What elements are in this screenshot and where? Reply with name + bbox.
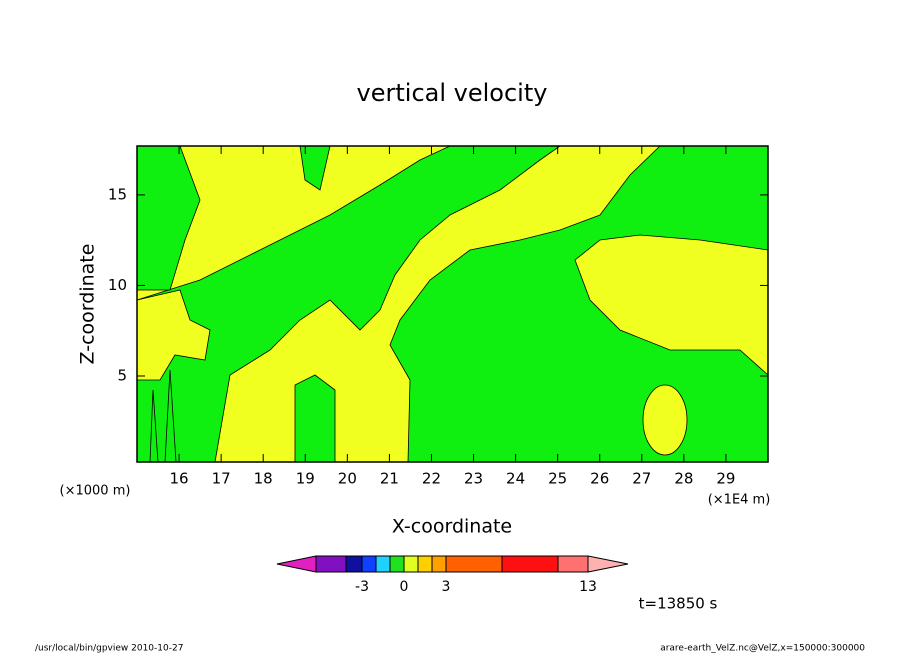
x-axis-label: X-coordinate xyxy=(392,516,512,538)
x-tick-label: 21 xyxy=(380,470,399,488)
x-tick-label: 23 xyxy=(464,470,483,488)
x-unit: (×1E4 m) xyxy=(708,493,771,508)
x-tick-label: 20 xyxy=(338,470,357,488)
colorbar-segment xyxy=(375,555,391,573)
y-tick-label: 15 xyxy=(108,185,127,203)
colorbar-tick-label: 13 xyxy=(579,579,597,595)
y-axis-label: Z-coordinate xyxy=(77,244,99,365)
colorbar-segment xyxy=(315,555,347,573)
colorbar-segment xyxy=(587,555,629,573)
time-label: t=13850 s xyxy=(639,595,718,613)
footer-right: arare-earth_VelZ.nc@VelZ,x=150000:300000 xyxy=(660,644,865,654)
colorbar-segment xyxy=(431,555,447,573)
x-tick-label: 29 xyxy=(716,470,735,488)
x-tick-label: 16 xyxy=(170,470,189,488)
colorbar-segment xyxy=(501,555,559,573)
colorbar-segment xyxy=(417,555,433,573)
chart-title: vertical velocity xyxy=(357,79,548,107)
x-tick-label: 22 xyxy=(422,470,441,488)
x-tick-label: 18 xyxy=(254,470,273,488)
contour-field xyxy=(136,145,769,463)
colorbar-segment xyxy=(276,555,317,573)
colorbar-segment xyxy=(389,555,405,573)
y-unit: (×1000 m) xyxy=(60,484,131,499)
contour-region xyxy=(642,384,688,456)
colorbar-segment xyxy=(345,555,363,573)
plot-frame xyxy=(136,145,769,463)
colorbar-segment xyxy=(445,555,503,573)
x-tick-label: 17 xyxy=(212,470,231,488)
colorbar-tick-label: 3 xyxy=(442,579,451,595)
y-tick-label: 5 xyxy=(117,366,127,384)
x-tick-label: 25 xyxy=(548,470,567,488)
contour-region xyxy=(136,289,211,381)
x-tick-label: 24 xyxy=(506,470,525,488)
colorbar-segment xyxy=(403,555,419,573)
x-tick-label: 19 xyxy=(296,470,315,488)
x-tick-label: 27 xyxy=(632,470,651,488)
colorbar-segment xyxy=(557,555,589,573)
colorbar-tick-label: -3 xyxy=(355,579,369,595)
contour-region xyxy=(294,374,336,463)
x-tick-label: 28 xyxy=(674,470,693,488)
footer-left: /usr/local/bin/gpview 2010-10-27 xyxy=(35,644,183,654)
y-tick-label: 10 xyxy=(108,276,127,294)
colorbar-tick-label: 0 xyxy=(400,579,409,595)
colorbar-segment xyxy=(361,555,377,573)
contour-region xyxy=(136,145,562,463)
x-tick-label: 26 xyxy=(590,470,609,488)
